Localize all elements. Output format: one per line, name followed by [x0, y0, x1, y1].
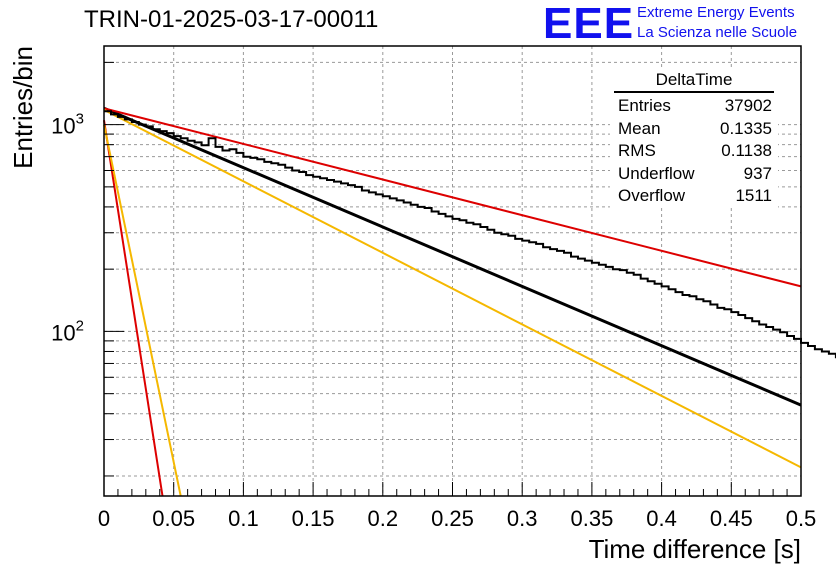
run-title: TRIN-01-2025-03-17-00011: [84, 6, 379, 33]
x-tick-label: 0.15: [292, 506, 335, 531]
y-tick-label: 103: [51, 111, 84, 139]
stats-box: DeltaTime Entries 37902 Mean 0.1335 RMS …: [610, 70, 778, 208]
fit-curve: [103, 106, 802, 407]
stats-label: Underflow: [618, 163, 695, 183]
stats-row-overflow: Overflow 1511: [610, 185, 778, 208]
stats-label: RMS: [618, 141, 656, 160]
x-tick-label: 0.05: [152, 506, 195, 531]
x-tick-label: 0.35: [570, 506, 613, 531]
stats-value: 37902: [724, 96, 772, 115]
fit-curve: [103, 107, 802, 288]
x-axis-label: Time difference [s]: [589, 534, 801, 564]
x-tick-label: 0.45: [710, 506, 753, 531]
x-tick-label: 0.4: [646, 506, 677, 531]
fit-curve: [103, 120, 164, 497]
x-tick-label: 0.2: [368, 506, 399, 531]
stats-label: Overflow: [618, 186, 686, 205]
eee-logo: EEE: [543, 0, 635, 48]
stats-value: 1511: [735, 186, 772, 205]
stats-row-underflow: Underflow 937: [610, 163, 778, 186]
logo-subtitle-line2: La Scienza nelle Scuole: [637, 24, 798, 41]
x-axis-ticks: 0 0.05 0.1 0.15 0.2 0.25 0.3 0.35 0.4 0.45 0.5: [98, 482, 816, 531]
stats-label: Entries: [618, 96, 671, 115]
x-tick-label: 0: [98, 506, 110, 531]
logo-subtitle-line1: Extreme Energy Events: [637, 4, 795, 21]
stats-value: 0.1335: [720, 118, 772, 138]
x-tick-label: 0.1: [228, 506, 259, 531]
fit-curve: [103, 108, 802, 469]
stats-row-rms: RMS 0.1138: [610, 140, 778, 163]
stats-row-entries: Entries 37902: [610, 95, 778, 118]
y-axis-ticks: 103 102: [51, 61, 124, 477]
stats-title: DeltaTime: [614, 70, 774, 93]
stats-value: 937: [743, 163, 772, 183]
stats-label: Mean: [618, 118, 661, 138]
fit-curve: [103, 124, 182, 497]
fit-curves: [103, 106, 802, 497]
y-axis-label: Entries/bin: [8, 46, 38, 169]
stats-value: 0.1138: [721, 141, 772, 160]
stats-row-mean: Mean 0.1335: [610, 118, 778, 141]
x-tick-label: 0.5: [786, 506, 817, 531]
x-tick-label: 0.25: [431, 506, 474, 531]
y-tick-label: 102: [51, 317, 84, 345]
x-tick-label: 0.3: [507, 506, 538, 531]
histogram: [104, 110, 836, 359]
